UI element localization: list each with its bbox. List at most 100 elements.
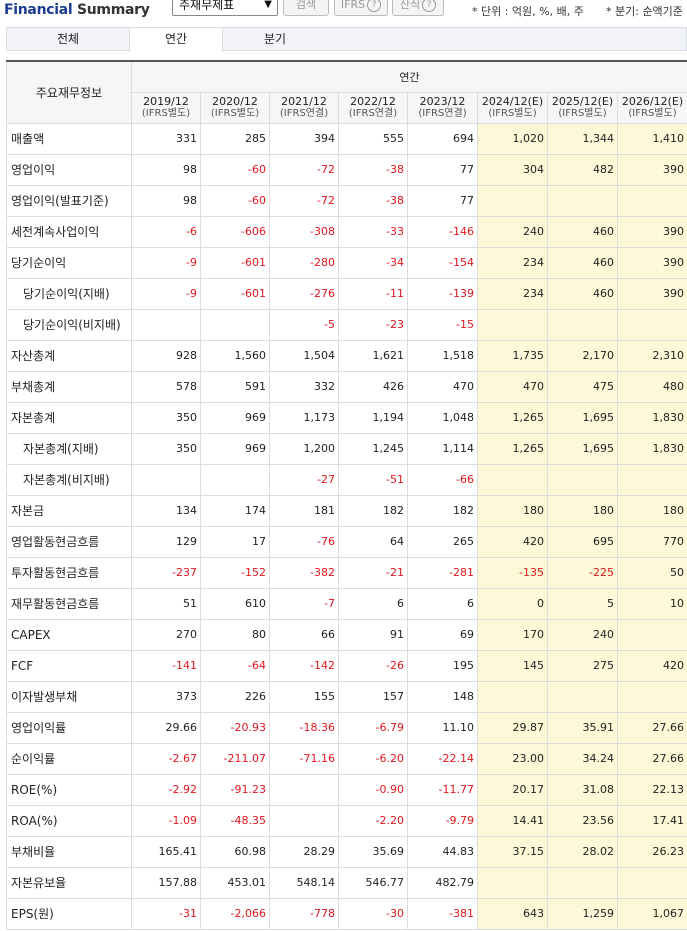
table-cell: -0.90	[338, 773, 408, 806]
table-cell: -225	[547, 556, 618, 589]
table-cell	[547, 308, 618, 341]
table-cell: -30	[338, 897, 408, 930]
table-cell: 482.79	[407, 866, 478, 899]
row-label: 당기순이익	[6, 246, 132, 279]
table-cell: 285	[200, 122, 270, 155]
table-cell: 1,114	[407, 432, 478, 465]
table-cell: 35.91	[547, 711, 618, 744]
row-label: 영업활동현금흐름	[6, 525, 132, 558]
table-cell: 969	[200, 432, 270, 465]
search-button[interactable]: 검색	[283, 0, 329, 16]
table-cell: 44.83	[407, 835, 478, 868]
table-cell: -38	[338, 184, 408, 217]
year-column-header: 2020/12 (IFRS별도)	[200, 91, 270, 124]
page-title: Financial Summary	[4, 2, 150, 18]
table-cell: 234	[477, 277, 548, 310]
table-cell: 1,344	[547, 122, 618, 155]
table-cell: 1,830	[617, 401, 687, 434]
row-label: 당기순이익(지배)	[6, 277, 132, 310]
table-row: 매출액 331 285 394 555 694 1,020 1,344 1,410	[6, 122, 687, 155]
table-cell: 64	[338, 525, 408, 558]
table-cell: 1,265	[477, 401, 548, 434]
basis-label: (IFRS별도)	[628, 107, 677, 119]
row-label: 영업이익	[6, 153, 132, 186]
table-cell: 157	[338, 680, 408, 713]
table-cell: -18.36	[269, 711, 339, 744]
table-cell: -72	[269, 153, 339, 186]
table-row: 자본총계(지배) 350 969 1,200 1,245 1,114 1,265 1,695 1…	[6, 432, 687, 465]
table-cell: -5	[269, 308, 339, 341]
table-cell: 470	[477, 370, 548, 403]
table-cell: -9	[131, 277, 201, 310]
table-cell: 548.14	[269, 866, 339, 899]
table-cell: 350	[131, 432, 201, 465]
table-cell: -51	[338, 463, 408, 496]
table-cell: 1,504	[269, 339, 339, 372]
row-label: 자본총계(비지배)	[6, 463, 132, 496]
table-cell	[617, 184, 687, 217]
table-cell: 694	[407, 122, 478, 155]
table-cell: 1,048	[407, 401, 478, 434]
table-cell: 1,200	[269, 432, 339, 465]
tab-annual[interactable]: 연간	[129, 28, 223, 52]
table-row: 자본총계(비지배) -27 -51 -66	[6, 463, 687, 496]
quarter-note: * 분기: 순액기준	[606, 5, 683, 18]
unit-note: * 단위 : 억원, %, 배, 주	[472, 5, 584, 18]
period-tabs: 전체 연간 분기	[6, 27, 687, 52]
basis-label: (IFRS별도)	[210, 107, 260, 119]
row-label: EPS(원)	[6, 897, 132, 930]
table-cell: 20.17	[477, 773, 548, 806]
formula-button[interactable]: 산식?	[392, 0, 444, 16]
table-cell: 22.13	[617, 773, 687, 806]
row-label: 세전계속사업이익	[6, 215, 132, 248]
row-label: 순이익률	[6, 742, 132, 775]
table-row: 당기순이익 -9 -601 -280 -34 -154 234 460 390	[6, 246, 687, 279]
table-cell	[131, 308, 201, 341]
table-cell: 555	[338, 122, 408, 155]
table-row: 자산총계 928 1,560 1,504 1,621 1,518 1,735 2,170 2,3…	[6, 339, 687, 372]
table-cell: -2.20	[338, 804, 408, 837]
table-cell	[547, 680, 618, 713]
basis-label: (IFRS연결)	[418, 107, 467, 119]
year-label: 2023/12	[419, 94, 466, 108]
table-cell: 1,194	[338, 401, 408, 434]
table-cell: 1,265	[477, 432, 548, 465]
table-cell: 394	[269, 122, 339, 155]
basis-label: (IFRS연결)	[279, 107, 329, 119]
table-cell	[477, 680, 548, 713]
year-label: 2025/12(E)	[551, 94, 614, 108]
table-cell: -21	[338, 556, 408, 589]
table-cell: 155	[269, 680, 339, 713]
table-cell: -142	[269, 649, 339, 682]
tab-all[interactable]: 전체	[56, 32, 80, 46]
row-label: ROA(%)	[6, 804, 132, 837]
table-cell: 240	[547, 618, 618, 651]
row-label: 투자활동현금흐름	[6, 556, 132, 589]
table-cell: 1,695	[547, 432, 618, 465]
table-cell	[131, 463, 201, 496]
row-label: 이자발생부채	[6, 680, 132, 713]
ifrs-button[interactable]: IFRS?	[334, 0, 388, 16]
row-label: 매출액	[6, 122, 132, 155]
table-cell: -22.14	[407, 742, 478, 775]
year-label: 2026/12(E)	[621, 94, 684, 108]
tab-quarter[interactable]: 분기	[263, 32, 287, 46]
table-cell: 66	[269, 618, 339, 651]
table-cell: -11	[338, 277, 408, 310]
table-cell: 453.01	[200, 866, 270, 899]
table-cell: 165.41	[131, 835, 201, 868]
table-row: EPS(원) -31 -2,066 -778 -30 -381 643 1,259 1,067	[6, 897, 687, 930]
table-cell: 14.41	[477, 804, 548, 837]
table-cell	[617, 463, 687, 496]
row-label: 당기순이익(비지배)	[6, 308, 132, 341]
table-cell: -606	[200, 215, 270, 248]
table-cell: 426	[338, 370, 408, 403]
table-cell: 350	[131, 401, 201, 434]
table-cell: 180	[477, 494, 548, 527]
row-label: 영업이익률	[6, 711, 132, 744]
table-cell: 27.66	[617, 742, 687, 775]
row-label: CAPEX	[6, 618, 132, 651]
statement-type-select[interactable]: 주재무제표 ▼	[172, 0, 278, 16]
table-cell	[269, 773, 339, 806]
table-cell	[617, 308, 687, 341]
